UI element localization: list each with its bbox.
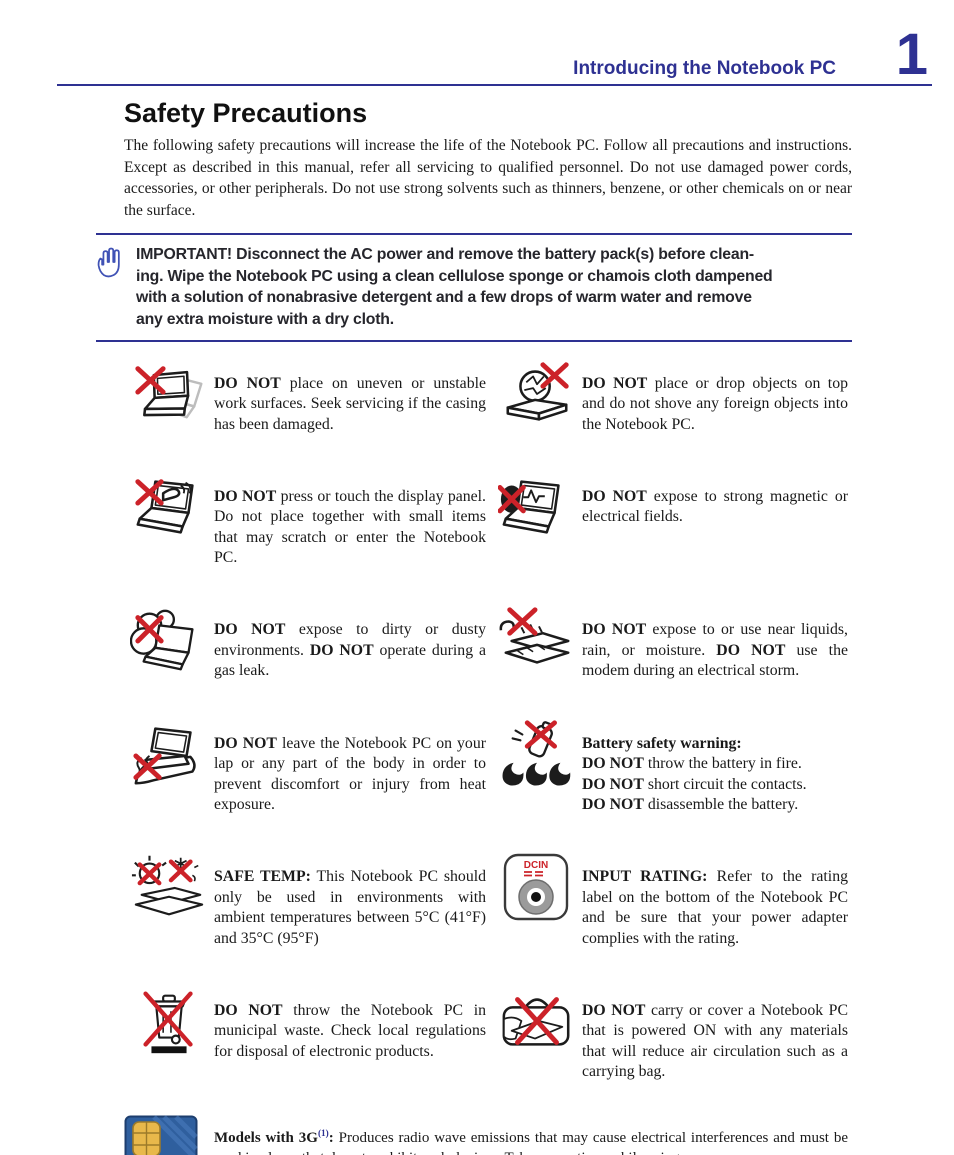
carry-bag-icon (492, 985, 582, 1055)
precaution-text: DO NOT place on uneven or unstable work … (214, 374, 486, 433)
notice-3g-text: Models with 3G(1): Produces radio wave e… (214, 1128, 848, 1155)
precaution-text: DO NOT throw the Notebook PC in municipa… (214, 1001, 486, 1060)
sim-card-3g-icon (124, 1113, 214, 1155)
precaution-text: DO NOT expose to strong magnetic or elec… (582, 487, 848, 526)
precaution-text: DO NOT press or touch the display panel.… (214, 487, 486, 567)
drop-objects-icon (492, 358, 582, 428)
precaution-item: DO NOT throw the Notebook PC in municipa… (124, 985, 492, 1099)
precaution-text: DO NOT expose to or use near liquids, ra… (582, 621, 848, 680)
header-rule (57, 84, 932, 86)
precaution-item: DO NOT expose to strong magnetic or elec… (492, 471, 854, 585)
dcin-label: DCIN (524, 860, 548, 871)
precaution-text: SAFE TEMP: This Notebook PC should only … (214, 868, 487, 947)
lap-heat-icon (124, 718, 214, 788)
important-note: IMPORTANT! Disconnect the AC power and r… (96, 233, 852, 342)
precaution-item: DO NOT carry or cover a Notebook PC that… (492, 985, 854, 1099)
precaution-item: DO NOT expose to dirty or dusty environm… (124, 605, 492, 698)
precaution-item: DO NOT leave the Notebook PC on your lap… (124, 718, 492, 832)
precaution-text: INPUT RATING: Refer to the rating label … (582, 868, 848, 947)
municipal-waste-icon (124, 985, 214, 1055)
chapter-number: 1 (895, 22, 928, 87)
precaution-item: DO NOT press or touch the display panel.… (124, 471, 492, 585)
precaution-item: DCIN INPUT RATING: Refer to the rating l… (492, 851, 854, 965)
magnetic-fields-icon (492, 471, 582, 541)
precaution-text: DO NOT expose to dirty or dusty environm… (214, 621, 486, 680)
safe-temp-icon (124, 851, 214, 921)
notice-3g: Models with 3G(1): Produces radio wave e… (124, 1113, 854, 1155)
precaution-item: SAFE TEMP: This Notebook PC should only … (124, 851, 492, 965)
precaution-text: DO NOT leave the Notebook PC on your lap… (214, 734, 486, 814)
intro-paragraph: The following safety precautions will in… (124, 137, 852, 219)
precaution-text: Battery safety warning: DO NOT throw the … (582, 734, 807, 814)
precaution-grid: DO NOT place on uneven or unstable work … (124, 358, 854, 1099)
battery-fire-icon (492, 718, 582, 788)
liquids-rain-icon (492, 605, 582, 675)
laptop-unstable-icon (124, 358, 214, 428)
page-header: Introducing the Notebook PC 1 (0, 0, 954, 88)
dusty-environment-icon (124, 605, 214, 675)
precaution-item: DO NOT expose to or use near liquids, ra… (492, 605, 854, 698)
touch-display-icon (124, 471, 214, 541)
precaution-text: DO NOT carry or cover a Notebook PC that… (582, 1001, 848, 1081)
precaution-item: DO NOT place or drop objects on top and … (492, 358, 854, 451)
stop-hand-icon (96, 244, 136, 278)
precaution-item: Battery safety warning: DO NOT throw the … (492, 718, 854, 832)
precaution-item: DO NOT place on uneven or unstable work … (124, 358, 492, 451)
precaution-text: DO NOT place or drop objects on top and … (582, 374, 848, 433)
page-title: Safety Precautions (124, 98, 368, 128)
important-note-text: IMPORTANT! Disconnect the AC power and r… (136, 246, 773, 328)
input-rating-icon: DCIN (492, 851, 582, 921)
chapter-title: Introducing the Notebook PC (573, 58, 836, 79)
